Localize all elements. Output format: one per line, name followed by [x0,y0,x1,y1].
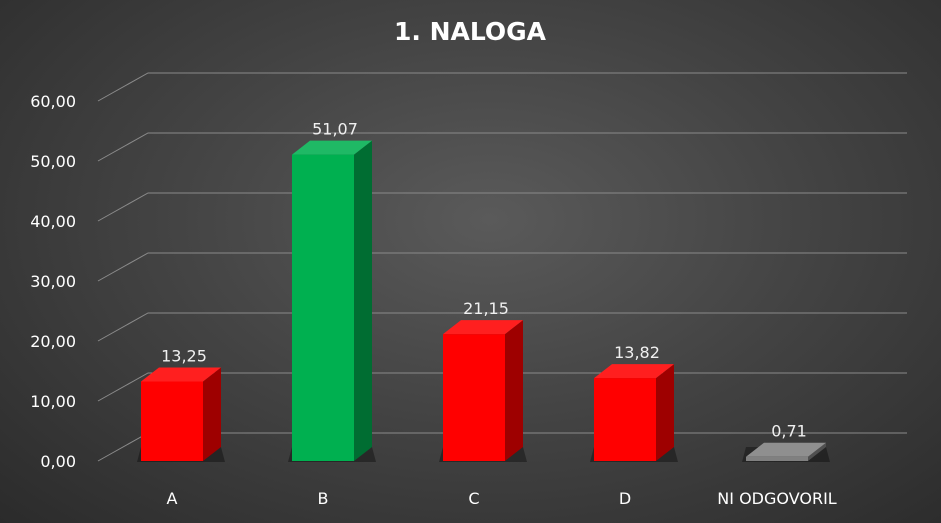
y-tick-label: 20,00 [30,332,76,351]
bar-b [288,140,376,462]
bars [137,140,830,462]
bar-c [439,320,527,462]
data-label: 13,82 [614,343,660,362]
bar-top [746,442,826,457]
y-tick-label: 10,00 [30,392,76,411]
bar-ni-odgovoril [742,442,830,462]
y-tick-label: 30,00 [30,272,76,291]
bar-side [203,367,221,461]
data-labels: 13,25 51,07 21,15 13,82 0,71 [161,120,807,441]
bar-top [594,364,674,379]
y-tick-label: 0,00 [40,452,76,471]
gridline [97,312,907,342]
x-category-label: A [167,489,178,508]
bar-side [354,140,372,461]
chart-title: 1. NALOGA [394,17,547,46]
y-tick-label: 40,00 [30,212,76,231]
data-label: 21,15 [463,299,509,318]
x-category-label: D [619,489,631,508]
data-label: 0,71 [771,422,807,441]
gridline [97,192,907,222]
gridline [97,132,907,162]
bar-front [141,381,203,461]
gridlines [97,72,907,462]
bar-d [590,364,678,462]
bar-front [292,154,354,461]
bar-a [137,367,225,462]
data-label: 13,25 [161,347,207,366]
y-axis-ticks: 0,00 10,00 20,00 30,00 40,00 50,00 60,00 [30,92,76,471]
y-tick-label: 60,00 [30,92,76,111]
bar-side [505,320,523,461]
bar-front [443,334,505,461]
x-category-label: NI ODGOVORIL [717,489,836,508]
bar-side [808,442,826,461]
bar-front [594,378,656,461]
gridline [97,252,907,282]
y-tick-label: 50,00 [30,152,76,171]
bar-side [656,364,674,461]
data-label: 51,07 [312,120,358,139]
x-axis-categories: A B C D NI ODGOVORIL [167,489,837,508]
bar-top [443,320,523,335]
x-category-label: C [468,489,479,508]
bar-front [746,456,808,461]
gridline [97,72,907,102]
x-category-label: B [318,489,329,508]
bar-top [141,367,221,382]
bar-top [292,140,372,155]
